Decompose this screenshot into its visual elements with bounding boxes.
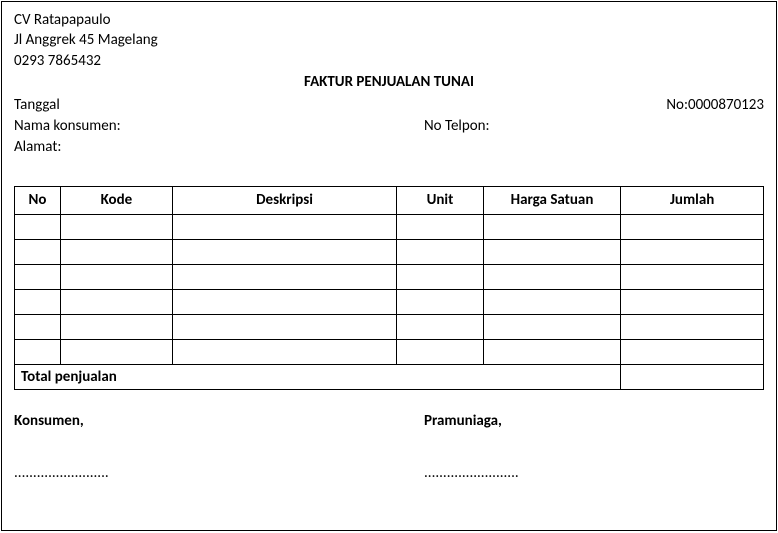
items-table-wrap: No Kode Deskripsi Unit Harga Satuan Juml…	[14, 186, 764, 390]
signature-block: Konsumen, ......................... Pram…	[14, 412, 764, 482]
alamat-label: Alamat:	[14, 137, 424, 158]
no-value: 0000870123	[688, 96, 764, 114]
tanggal-label: Tanggal	[14, 95, 424, 116]
company-address: Jl Anggrek 45 Magelang	[14, 30, 764, 50]
company-header: CV Ratapapaulo Jl Anggrek 45 Magelang 02…	[14, 10, 764, 71]
col-header-unit: Unit	[397, 186, 484, 214]
col-header-deskripsi: Deskripsi	[172, 186, 396, 214]
table-row	[15, 239, 764, 264]
invoice-number: No:0000870123	[666, 95, 764, 116]
table-header-row: No Kode Deskripsi Unit Harga Satuan Juml…	[15, 186, 764, 214]
total-value	[621, 364, 764, 389]
col-header-no: No	[15, 186, 61, 214]
table-row	[15, 289, 764, 314]
company-phone: 0293 7865432	[14, 51, 764, 71]
meta-block: No:0000870123 Tanggal Nama konsumen: No …	[14, 95, 764, 158]
invoice-container: CV Ratapapaulo Jl Anggrek 45 Magelang 02…	[1, 1, 777, 531]
total-label: Total penjualan	[15, 364, 621, 389]
table-row	[15, 214, 764, 239]
konsumen-line: .........................	[14, 464, 424, 482]
table-row	[15, 339, 764, 364]
signature-konsumen: Konsumen, .........................	[14, 412, 424, 482]
col-header-jumlah: Jumlah	[621, 186, 764, 214]
pramuniaga-label: Pramuniaga,	[424, 412, 764, 430]
signature-pramuniaga: Pramuniaga, .........................	[424, 412, 764, 482]
no-telpon-label: No Telpon:	[424, 116, 764, 137]
table-row	[15, 314, 764, 339]
col-header-kode: Kode	[60, 186, 172, 214]
konsumen-label: Konsumen,	[14, 412, 424, 430]
col-header-harga: Harga Satuan	[483, 186, 621, 214]
nama-konsumen-label: Nama konsumen:	[14, 116, 424, 137]
pramuniaga-line: .........................	[424, 464, 764, 482]
company-name: CV Ratapapaulo	[14, 10, 764, 30]
invoice-title: FAKTUR PENJUALAN TUNAI	[14, 73, 764, 91]
table-total-row: Total penjualan	[15, 364, 764, 389]
table-row	[15, 264, 764, 289]
no-label: No:	[666, 96, 688, 114]
items-table: No Kode Deskripsi Unit Harga Satuan Juml…	[14, 186, 764, 390]
